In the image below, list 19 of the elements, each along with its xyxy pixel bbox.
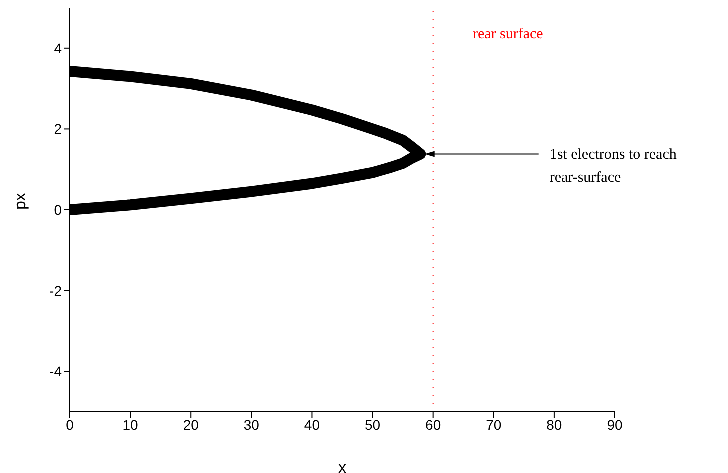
ref-line-label: rear surface bbox=[472, 26, 544, 43]
y-tick-label: -4 bbox=[50, 364, 62, 380]
x-tick-label: 10 bbox=[122, 416, 139, 433]
y-axis-title: px bbox=[12, 193, 30, 210]
x-tick-label: 80 bbox=[546, 416, 562, 433]
annotation: 1st electrons to reach rear-surface bbox=[550, 147, 678, 186]
x-tick-label: 0 bbox=[66, 416, 74, 433]
x-tick-label: 60 bbox=[426, 416, 442, 433]
y-tick-label: -2 bbox=[50, 282, 62, 299]
y-tick-label: 2 bbox=[54, 121, 62, 138]
x-tick-label: 70 bbox=[486, 416, 502, 433]
x-tick-label: 90 bbox=[607, 416, 623, 433]
x-tick-label: 30 bbox=[244, 416, 260, 433]
x-tick-label: 20 bbox=[183, 416, 200, 433]
y-tick-label: 0 bbox=[54, 202, 62, 218]
x-axis-title: x bbox=[338, 460, 346, 473]
x-tick-label: 40 bbox=[304, 416, 320, 433]
y-tick-label: 4 bbox=[54, 40, 62, 56]
x-tick-label: 50 bbox=[364, 416, 381, 433]
